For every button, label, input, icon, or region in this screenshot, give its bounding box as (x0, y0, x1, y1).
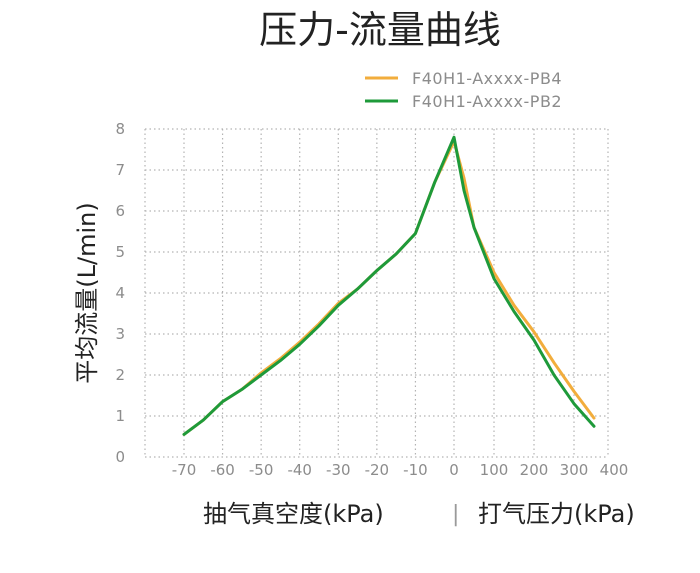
y-tick-label: 3 (115, 325, 125, 343)
x-axis-label-separator: | (452, 502, 459, 527)
y-axis-label: 平均流量(L/min) (73, 202, 101, 383)
series-line-pb4 (182, 139, 596, 436)
y-tick-label: 8 (115, 120, 125, 138)
y-tick-label: 7 (115, 161, 125, 179)
y-tick-label: 0 (115, 448, 125, 466)
grid (144, 128, 609, 458)
y-tick-label: 2 (115, 366, 125, 384)
legend: F40H1-Axxxx-PB4 F40H1-Axxxx-PB2 (365, 69, 562, 111)
x-tick-label: -10 (403, 461, 428, 479)
y-tick-label: 6 (115, 202, 125, 220)
x-tick-label: 300 (560, 461, 589, 479)
x-axis-label-pressure: 打气压力(kPa) (478, 500, 635, 528)
y-tick-label: 4 (115, 284, 125, 302)
legend-label-pb4: F40H1-Axxxx-PB4 (412, 69, 562, 88)
x-axis-ticks: -70 -60 -50 -40 -30 -20 -10 0 100 200 300 400 (172, 461, 629, 479)
x-tick-label: -50 (249, 461, 274, 479)
y-axis-ticks: 0 1 2 3 4 5 6 7 8 (115, 120, 125, 466)
x-axis-label-vacuum: 抽气真空度(kPa) (203, 500, 384, 528)
x-tick-label: 100 (480, 461, 509, 479)
x-tick-label: -30 (326, 461, 351, 479)
chart-title: 压力-流量曲线 (259, 8, 501, 52)
x-tick-label: 400 (600, 461, 629, 479)
legend-label-pb2: F40H1-Axxxx-PB2 (412, 92, 562, 111)
y-tick-label: 5 (115, 243, 125, 261)
series-line-pb2 (182, 135, 596, 436)
x-tick-label: -70 (172, 461, 197, 479)
x-tick-label: 200 (520, 461, 549, 479)
x-tick-label: -40 (287, 461, 312, 479)
x-tick-label: -60 (210, 461, 235, 479)
x-tick-label: -20 (365, 461, 390, 479)
y-tick-label: 1 (115, 407, 125, 425)
x-tick-label: 0 (449, 461, 459, 479)
series-lines (182, 135, 596, 436)
